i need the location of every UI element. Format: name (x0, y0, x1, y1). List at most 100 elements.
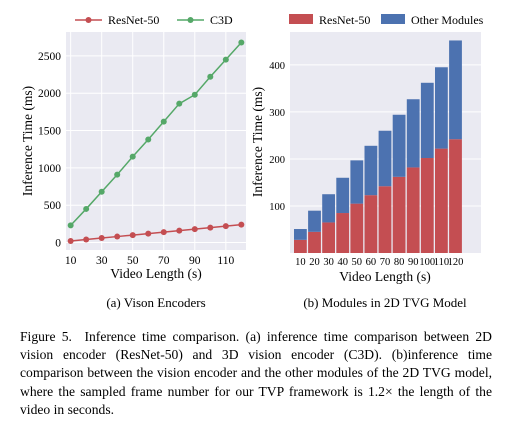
legend-b-resnet-label: ResNet-50 (319, 13, 370, 27)
chart-a-y-label: Inference Time (ms) (20, 86, 35, 196)
x-tick-label: 60 (366, 257, 377, 268)
data-point-resnet (238, 221, 245, 228)
figure: ResNet-50 C3D 0 500 1000 1500 2000 2500 10 30 5… (20, 13, 484, 310)
data-point-c3d (222, 56, 229, 63)
bar-other-modules (308, 210, 321, 232)
bar-other-modules (294, 229, 307, 240)
y-tick-label: 500 (44, 200, 62, 212)
data-point-resnet (176, 227, 183, 234)
y-tick-label: 0 (55, 238, 61, 250)
data-point-resnet (129, 232, 136, 239)
bar-resnet (294, 239, 307, 253)
x-tick-label: 90 (189, 255, 201, 267)
bar-resnet (322, 222, 335, 253)
chart-b-y-ticks: 100 200 300 400 (269, 61, 285, 213)
bar-resnet (350, 203, 364, 253)
data-point-resnet (98, 235, 105, 242)
legend-a: ResNet-50 C3D (75, 13, 233, 27)
chart-a-y-ticks: 0 500 1000 1500 2000 2500 (38, 51, 61, 250)
caption-text: Inference time comparison. (a) inference… (20, 329, 493, 417)
y-tick-label: 1000 (38, 163, 61, 175)
chart-b-bars (294, 40, 462, 253)
chart-a: 0 500 1000 1500 2000 2500 10 30 50 70 90 110 Video… (20, 32, 246, 310)
y-tick-label: 2500 (38, 51, 61, 63)
x-tick-label: 120 (448, 257, 464, 268)
bar-resnet (435, 148, 448, 253)
x-tick-label: 40 (337, 257, 348, 268)
caption-label: Figure 5. (20, 329, 72, 344)
data-point-c3d (207, 73, 214, 80)
bar-resnet (420, 158, 434, 253)
chart-a-subtitle: (a) Vison Encoders (106, 295, 205, 310)
x-tick-label: 50 (127, 255, 139, 267)
x-tick-label: 80 (394, 257, 405, 268)
x-tick-label: 50 (352, 257, 363, 268)
bar-other-modules (350, 160, 364, 204)
bar-resnet (308, 231, 321, 253)
data-point-resnet (222, 223, 229, 230)
data-point-c3d (238, 39, 245, 46)
data-point-resnet (67, 238, 74, 245)
bar-resnet (406, 167, 420, 253)
y-tick-label: 200 (269, 155, 285, 166)
y-tick-label: 400 (269, 61, 285, 72)
bar-resnet (449, 139, 462, 253)
data-point-resnet (160, 229, 167, 236)
chart-a-x-label: Video Length (s) (110, 266, 201, 281)
y-tick-label: 100 (269, 202, 285, 213)
series-line-c3d (70, 41, 242, 226)
chart-b-x-label: Video Length (s) (339, 269, 430, 284)
bar-other-modules (420, 82, 434, 159)
chart-b: 100 200 300 400 10 20 30 40 50 60 70 80 90 100 110120… (250, 32, 481, 310)
data-point-c3d (114, 171, 121, 178)
legend-a-c3d-label: C3D (210, 13, 233, 27)
legend-b-resnet-swatch (289, 14, 313, 24)
figure-caption: Figure 5. Inference time comparison. (a)… (20, 328, 492, 419)
y-tick-label: 1500 (38, 126, 61, 138)
data-point-resnet (145, 230, 152, 237)
bar-other-modules (322, 194, 335, 223)
x-tick-label: 70 (158, 255, 170, 267)
chart-a-series (67, 39, 245, 245)
legend-a-resnet-marker (85, 17, 92, 23)
legend-b-other-label: Other Modules (411, 13, 484, 27)
chart-a-x-ticks: 10 30 50 70 90 110 (65, 255, 235, 267)
bar-other-modules (406, 99, 420, 168)
legend-a-resnet-label: ResNet-50 (108, 13, 159, 27)
bar-other-modules (336, 177, 350, 214)
legend-b: ResNet-50 Other Modules (289, 13, 484, 27)
chart-b-y-label: Inference Time (ms) (250, 87, 265, 197)
data-point-c3d (176, 100, 183, 107)
bar-resnet (392, 176, 406, 253)
y-tick-label: 300 (269, 108, 285, 119)
data-point-c3d (83, 205, 90, 212)
bar-other-modules (449, 40, 462, 140)
bar-other-modules (364, 145, 378, 196)
bar-other-modules (392, 114, 406, 177)
data-point-c3d (191, 91, 198, 98)
y-tick-label: 2000 (38, 88, 61, 100)
bar-other-modules (378, 130, 392, 187)
chart-b-subtitle: (b) Modules in 2D TVG Model (303, 295, 467, 310)
x-tick-label: 70 (380, 257, 391, 268)
bar-other-modules (435, 67, 448, 149)
x-tick-label: 10 (295, 257, 306, 268)
data-point-resnet (207, 224, 214, 231)
data-point-c3d (129, 153, 136, 160)
data-point-c3d (98, 188, 105, 195)
legend-b-other-swatch (381, 14, 405, 24)
x-tick-label: 110 (434, 257, 449, 268)
chart-a-plot-area (66, 32, 246, 250)
data-point-resnet (114, 233, 121, 240)
x-tick-label: 30 (323, 257, 334, 268)
legend-a-c3d-marker (187, 17, 194, 23)
x-tick-label: 20 (309, 257, 320, 268)
data-point-c3d (145, 136, 152, 143)
bar-resnet (364, 195, 378, 253)
x-tick-label: 90 (408, 257, 419, 268)
data-point-resnet (83, 236, 90, 243)
x-tick-label: 10 (65, 255, 77, 267)
bar-resnet (336, 213, 350, 253)
bar-resnet (378, 186, 392, 253)
